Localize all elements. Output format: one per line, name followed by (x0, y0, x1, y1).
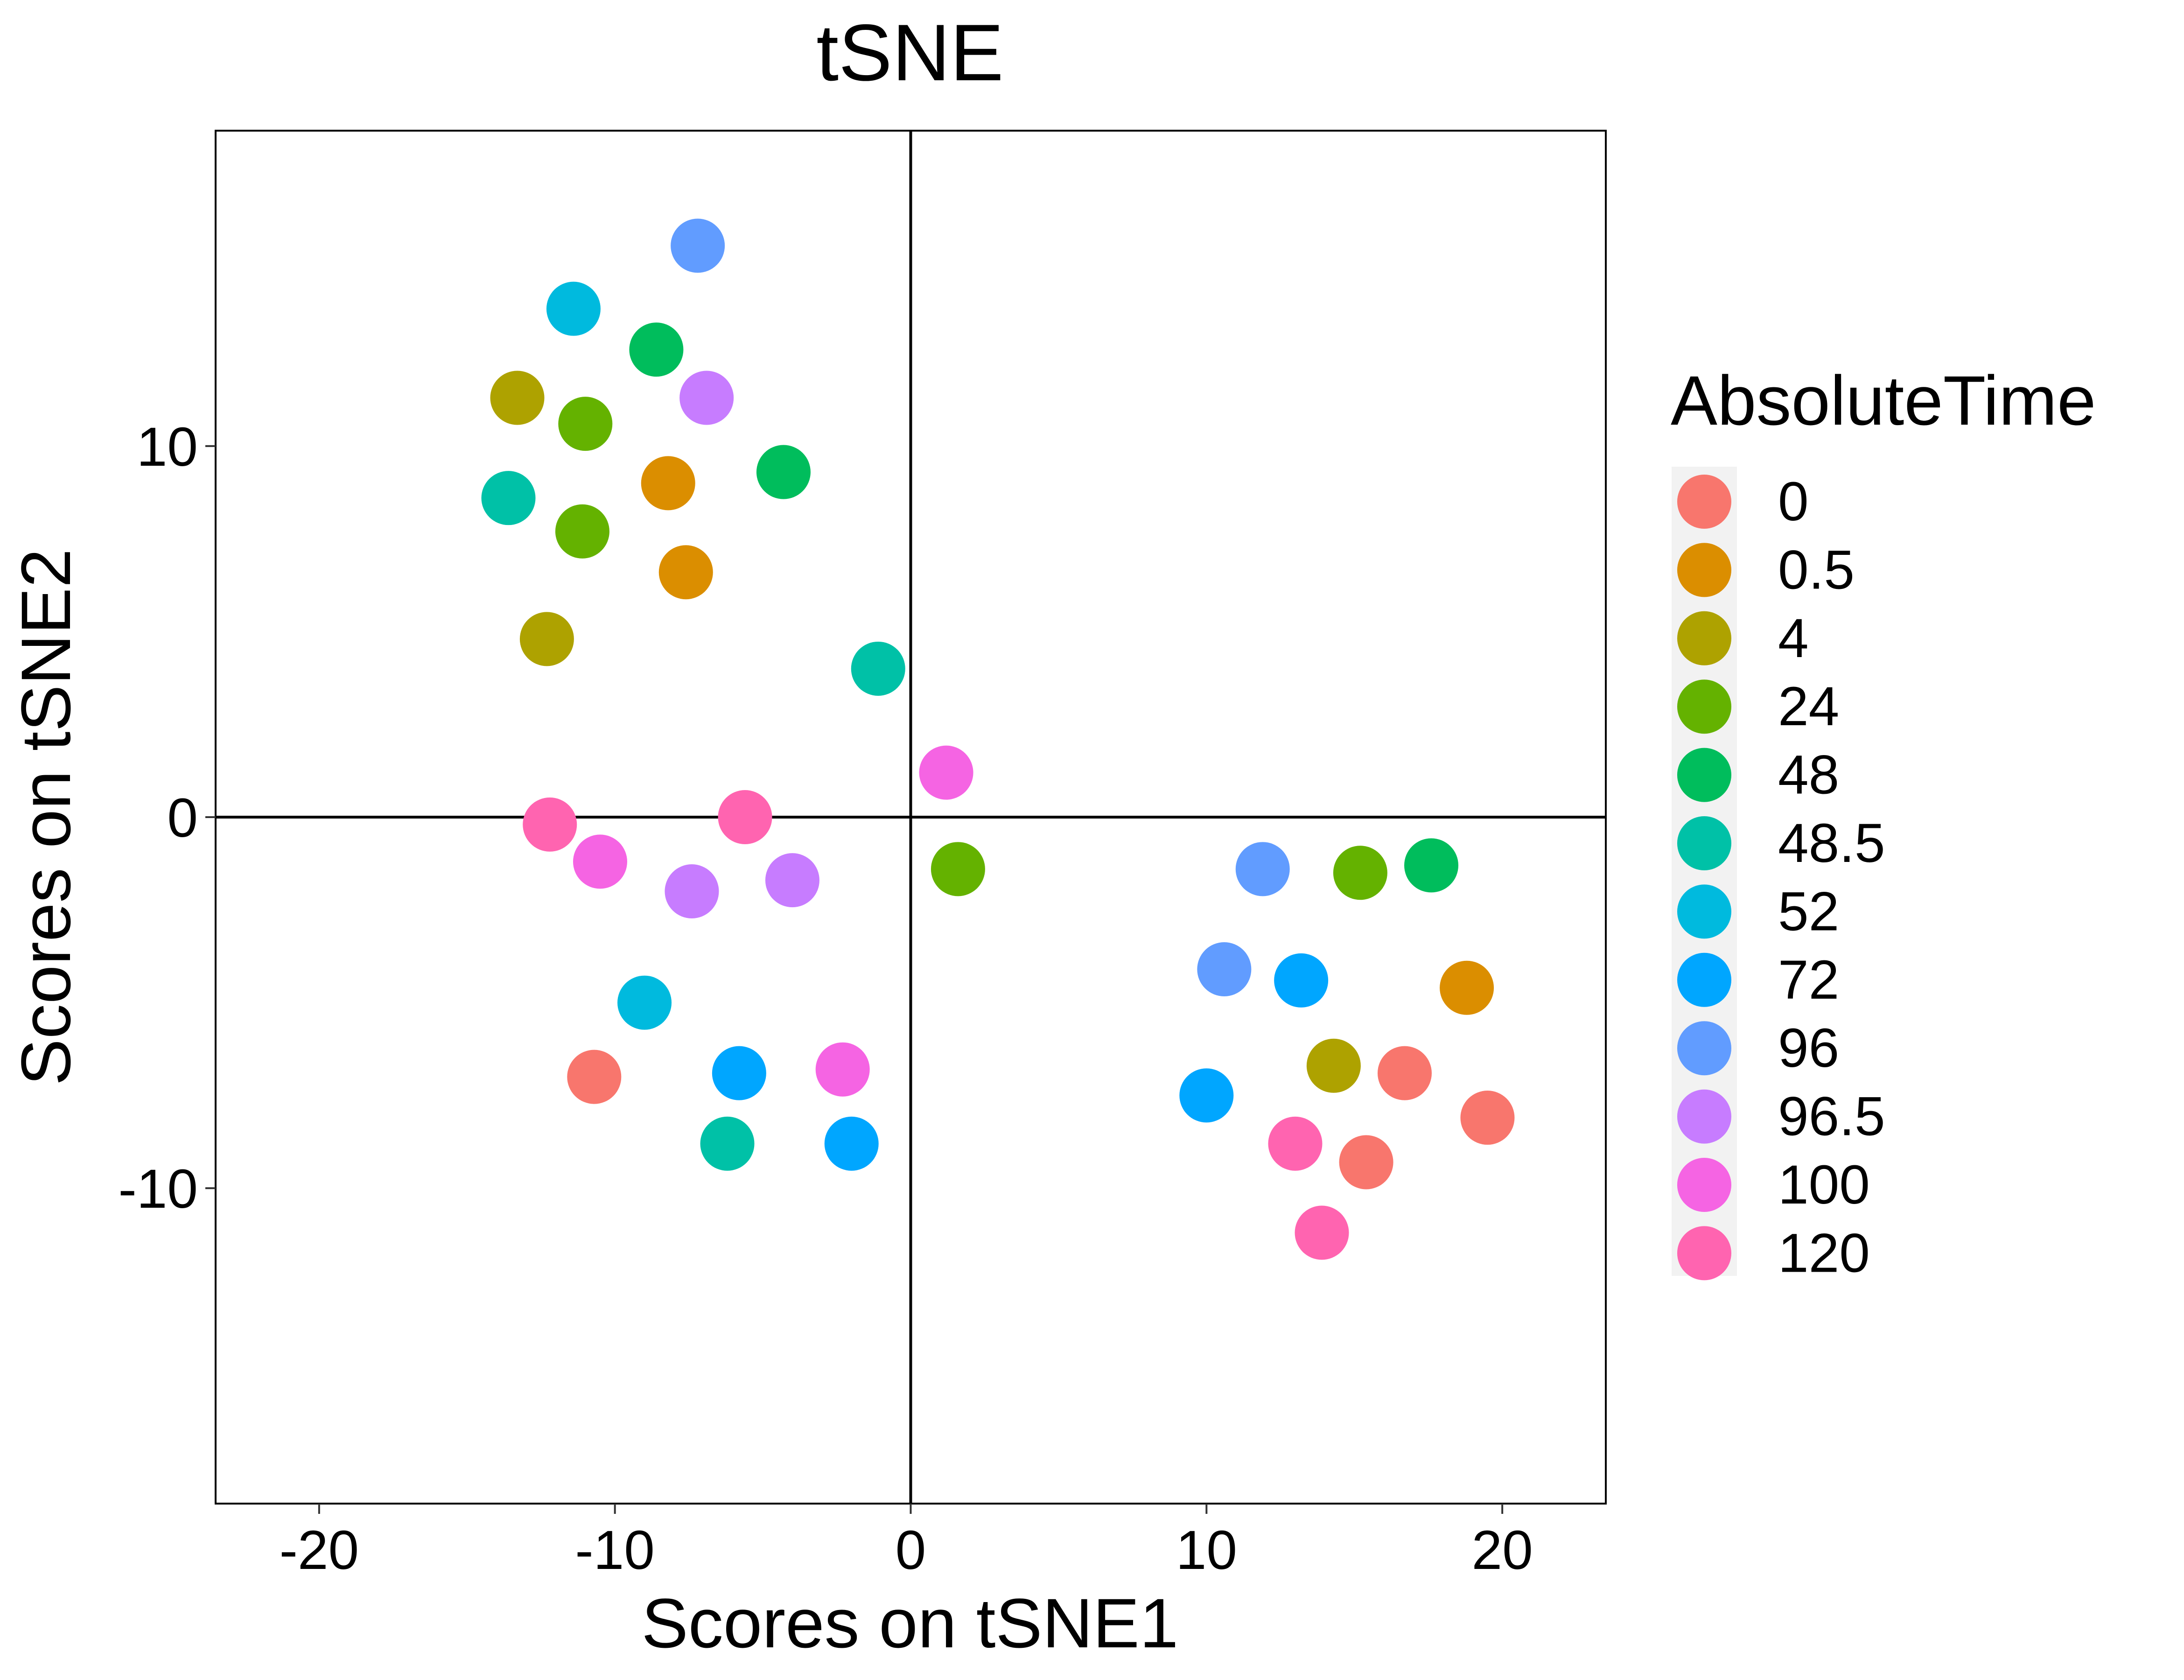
data-point-96-5 (665, 864, 719, 919)
data-point-48-5 (700, 1116, 755, 1171)
x-tick-label: 0 (896, 1519, 926, 1581)
data-point-0 (567, 1050, 622, 1104)
data-point-24 (1333, 846, 1387, 900)
data-point-48 (1404, 838, 1459, 893)
legend-key-0 (1677, 475, 1731, 529)
legend-label: 0.5 (1778, 539, 1855, 601)
legend-key-52 (1677, 884, 1731, 939)
data-point-100 (815, 1042, 870, 1097)
data-point-96-5 (765, 853, 819, 908)
y-tick-label: 10 (137, 416, 198, 478)
x-axis-label: Scores on tSNE1 (642, 1584, 1179, 1662)
legend-label: 52 (1778, 881, 1839, 942)
data-point-0-5 (658, 545, 713, 600)
legend-label: 24 (1778, 676, 1839, 737)
data-point-96 (1197, 942, 1252, 997)
data-point-4 (1306, 1038, 1361, 1093)
legend-key-48-5 (1677, 816, 1731, 870)
legend-label: 0 (1778, 471, 1809, 532)
x-axis-ticks: -20 -10 0 10 20 (280, 1504, 1533, 1581)
data-point-100 (919, 745, 973, 800)
x-tick-label: -10 (575, 1519, 655, 1581)
y-axis-label: Scores on tSNE2 (7, 549, 85, 1086)
data-point-96-5 (679, 371, 734, 425)
x-tick-label: 10 (1176, 1519, 1237, 1581)
data-point-52 (617, 975, 672, 1030)
x-tick-label: 20 (1472, 1519, 1533, 1581)
legend-key-24 (1677, 679, 1731, 734)
legend-label: 4 (1778, 608, 1809, 669)
y-axis-ticks: -10 0 10 (118, 416, 216, 1220)
data-point-24 (558, 397, 613, 451)
data-points (481, 218, 1515, 1260)
legend-key-96 (1677, 1021, 1731, 1076)
data-point-0-5 (641, 456, 695, 511)
data-point-100 (573, 834, 627, 889)
data-point-48 (629, 322, 684, 377)
data-point-120 (718, 790, 772, 844)
data-point-120 (1268, 1116, 1323, 1171)
legend-key-72 (1677, 952, 1731, 1007)
legend-label: 96.5 (1778, 1086, 1885, 1148)
data-point-72 (1179, 1068, 1234, 1123)
legend-key-96-5 (1677, 1089, 1731, 1144)
data-point-48-5 (851, 641, 905, 696)
data-point-96 (1235, 842, 1290, 896)
x-tick-label: -20 (280, 1519, 359, 1581)
legend-label: 96 (1778, 1017, 1839, 1079)
data-point-96 (671, 218, 725, 273)
data-point-4 (519, 612, 574, 666)
data-point-0-5 (1440, 960, 1494, 1015)
data-point-4 (490, 371, 545, 425)
y-tick-label: 0 (167, 787, 198, 849)
data-point-0 (1339, 1135, 1393, 1190)
legend-label: 120 (1778, 1222, 1870, 1284)
data-point-72 (1274, 953, 1329, 1008)
data-point-0 (1460, 1091, 1515, 1145)
legend-label: 48 (1778, 744, 1839, 806)
data-point-52 (546, 281, 601, 336)
data-point-48 (756, 445, 811, 499)
legend-label: 48.5 (1778, 812, 1885, 874)
y-tick-label: -10 (118, 1158, 198, 1220)
legend-key-4 (1677, 611, 1731, 665)
data-point-72 (712, 1046, 766, 1100)
legend-key-48 (1677, 748, 1731, 802)
data-point-120 (523, 797, 577, 852)
data-point-120 (1295, 1205, 1349, 1260)
data-point-48-5 (481, 471, 536, 525)
legend-label: 100 (1778, 1154, 1870, 1216)
data-point-72 (824, 1116, 879, 1171)
legend-key-120 (1677, 1226, 1731, 1281)
plot-area (215, 130, 1607, 1505)
data-point-24 (931, 842, 985, 896)
legend-key-100 (1677, 1158, 1731, 1212)
legend-key-0-5 (1677, 543, 1731, 597)
data-point-24 (555, 504, 609, 559)
legend-label: 72 (1778, 949, 1839, 1011)
chart-title: tSNE (816, 8, 1003, 98)
data-point-0 (1377, 1046, 1432, 1100)
legend-title: AbsoluteTime (1671, 361, 2096, 440)
